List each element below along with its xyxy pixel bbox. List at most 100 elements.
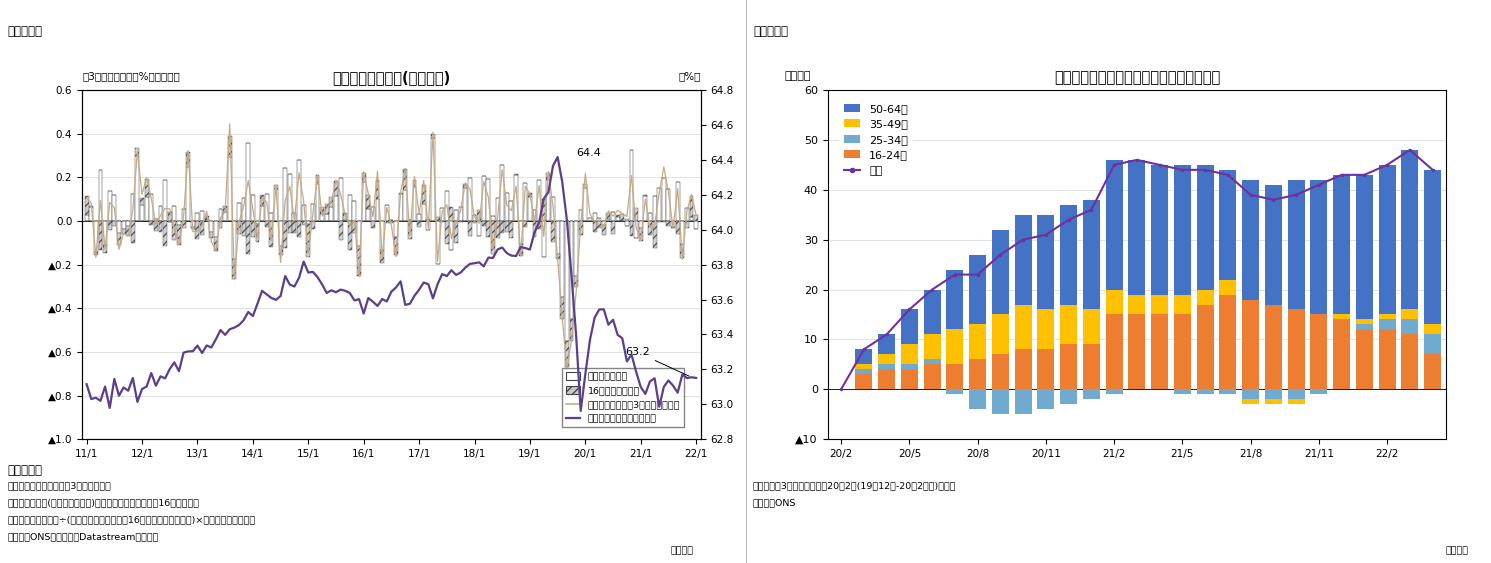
Bar (1197, 389, 1214, 394)
Bar (1402, 334, 1418, 389)
Bar (579, 221, 583, 235)
Bar (274, 185, 277, 189)
Bar (112, 195, 116, 221)
Bar (570, 319, 574, 341)
全体 (1060, 216, 1078, 223)
Bar (1151, 165, 1167, 294)
Bar (204, 216, 209, 220)
Bar (592, 213, 596, 221)
全体 (901, 306, 918, 313)
Bar (675, 221, 680, 234)
Bar (173, 221, 176, 240)
Bar (394, 221, 398, 237)
Bar (477, 210, 482, 221)
Bar (1355, 324, 1373, 329)
Bar (338, 221, 343, 240)
Bar (510, 221, 513, 238)
Bar (250, 221, 255, 238)
Bar (666, 221, 671, 226)
Bar (1355, 319, 1373, 324)
Bar (177, 221, 180, 225)
Text: （図表６）: （図表６） (753, 25, 787, 38)
Bar (376, 180, 380, 199)
Bar (583, 188, 587, 221)
全体 (854, 346, 872, 353)
Bar (607, 213, 610, 218)
Bar (246, 144, 250, 221)
Bar (122, 221, 125, 229)
Bar (570, 221, 574, 319)
Bar (468, 221, 471, 236)
Bar (1014, 389, 1032, 414)
Bar (265, 194, 268, 221)
Bar (653, 196, 656, 221)
Bar (1082, 389, 1100, 399)
Bar (200, 221, 204, 235)
Bar (173, 205, 176, 221)
Bar (1129, 294, 1145, 315)
Bar (127, 221, 130, 226)
Bar (380, 250, 385, 263)
Bar (163, 221, 167, 245)
Bar (695, 215, 698, 221)
Text: （月次）: （月次） (671, 546, 693, 555)
Bar (495, 198, 499, 221)
全体 (969, 271, 987, 278)
全体 (1220, 172, 1238, 178)
Bar (444, 190, 449, 221)
Bar (140, 205, 145, 221)
Bar (158, 206, 163, 221)
Bar (969, 254, 986, 324)
Bar (634, 221, 638, 238)
Bar (473, 221, 477, 224)
Bar (367, 195, 370, 209)
Bar (259, 205, 264, 221)
Bar (662, 178, 666, 221)
Bar (1311, 180, 1327, 315)
Bar (537, 180, 541, 221)
Bar (89, 207, 94, 221)
Bar (901, 369, 918, 389)
Bar (209, 231, 213, 238)
Bar (158, 221, 163, 233)
Bar (611, 212, 614, 221)
全体 (1196, 167, 1214, 173)
Bar (103, 221, 107, 245)
Bar (224, 206, 227, 212)
Bar (1242, 180, 1260, 300)
Bar (444, 221, 449, 244)
Bar (213, 236, 218, 251)
Bar (316, 184, 319, 221)
Bar (625, 219, 629, 221)
Bar (98, 170, 103, 221)
Text: （図表５）: （図表５） (7, 464, 42, 477)
Bar (856, 369, 872, 374)
Bar (565, 221, 570, 341)
全体 (1424, 167, 1442, 173)
Bar (122, 229, 125, 234)
Bar (182, 209, 185, 221)
Bar (482, 221, 486, 226)
Bar (1038, 215, 1054, 310)
Bar (1151, 294, 1167, 315)
Bar (464, 184, 467, 187)
Bar (1264, 305, 1282, 389)
Bar (136, 156, 139, 221)
Bar (680, 221, 684, 244)
Bar (1173, 165, 1191, 294)
Bar (385, 205, 389, 221)
Bar (671, 221, 675, 227)
Bar (237, 221, 242, 234)
全体 (1036, 231, 1054, 238)
Bar (306, 221, 310, 224)
Bar (145, 180, 149, 198)
Text: （図表５）: （図表５） (7, 25, 42, 38)
Bar (116, 233, 121, 245)
Bar (103, 245, 107, 253)
Bar (537, 221, 541, 229)
全体 (1082, 207, 1100, 213)
Text: 労働参加率(労働力人口比率)＝（就業者＋失業者）／16才以上人口: 労働参加率(労働力人口比率)＝（就業者＋失業者）／16才以上人口 (7, 498, 200, 507)
Bar (426, 219, 431, 221)
Bar (352, 221, 356, 233)
Bar (224, 212, 227, 221)
